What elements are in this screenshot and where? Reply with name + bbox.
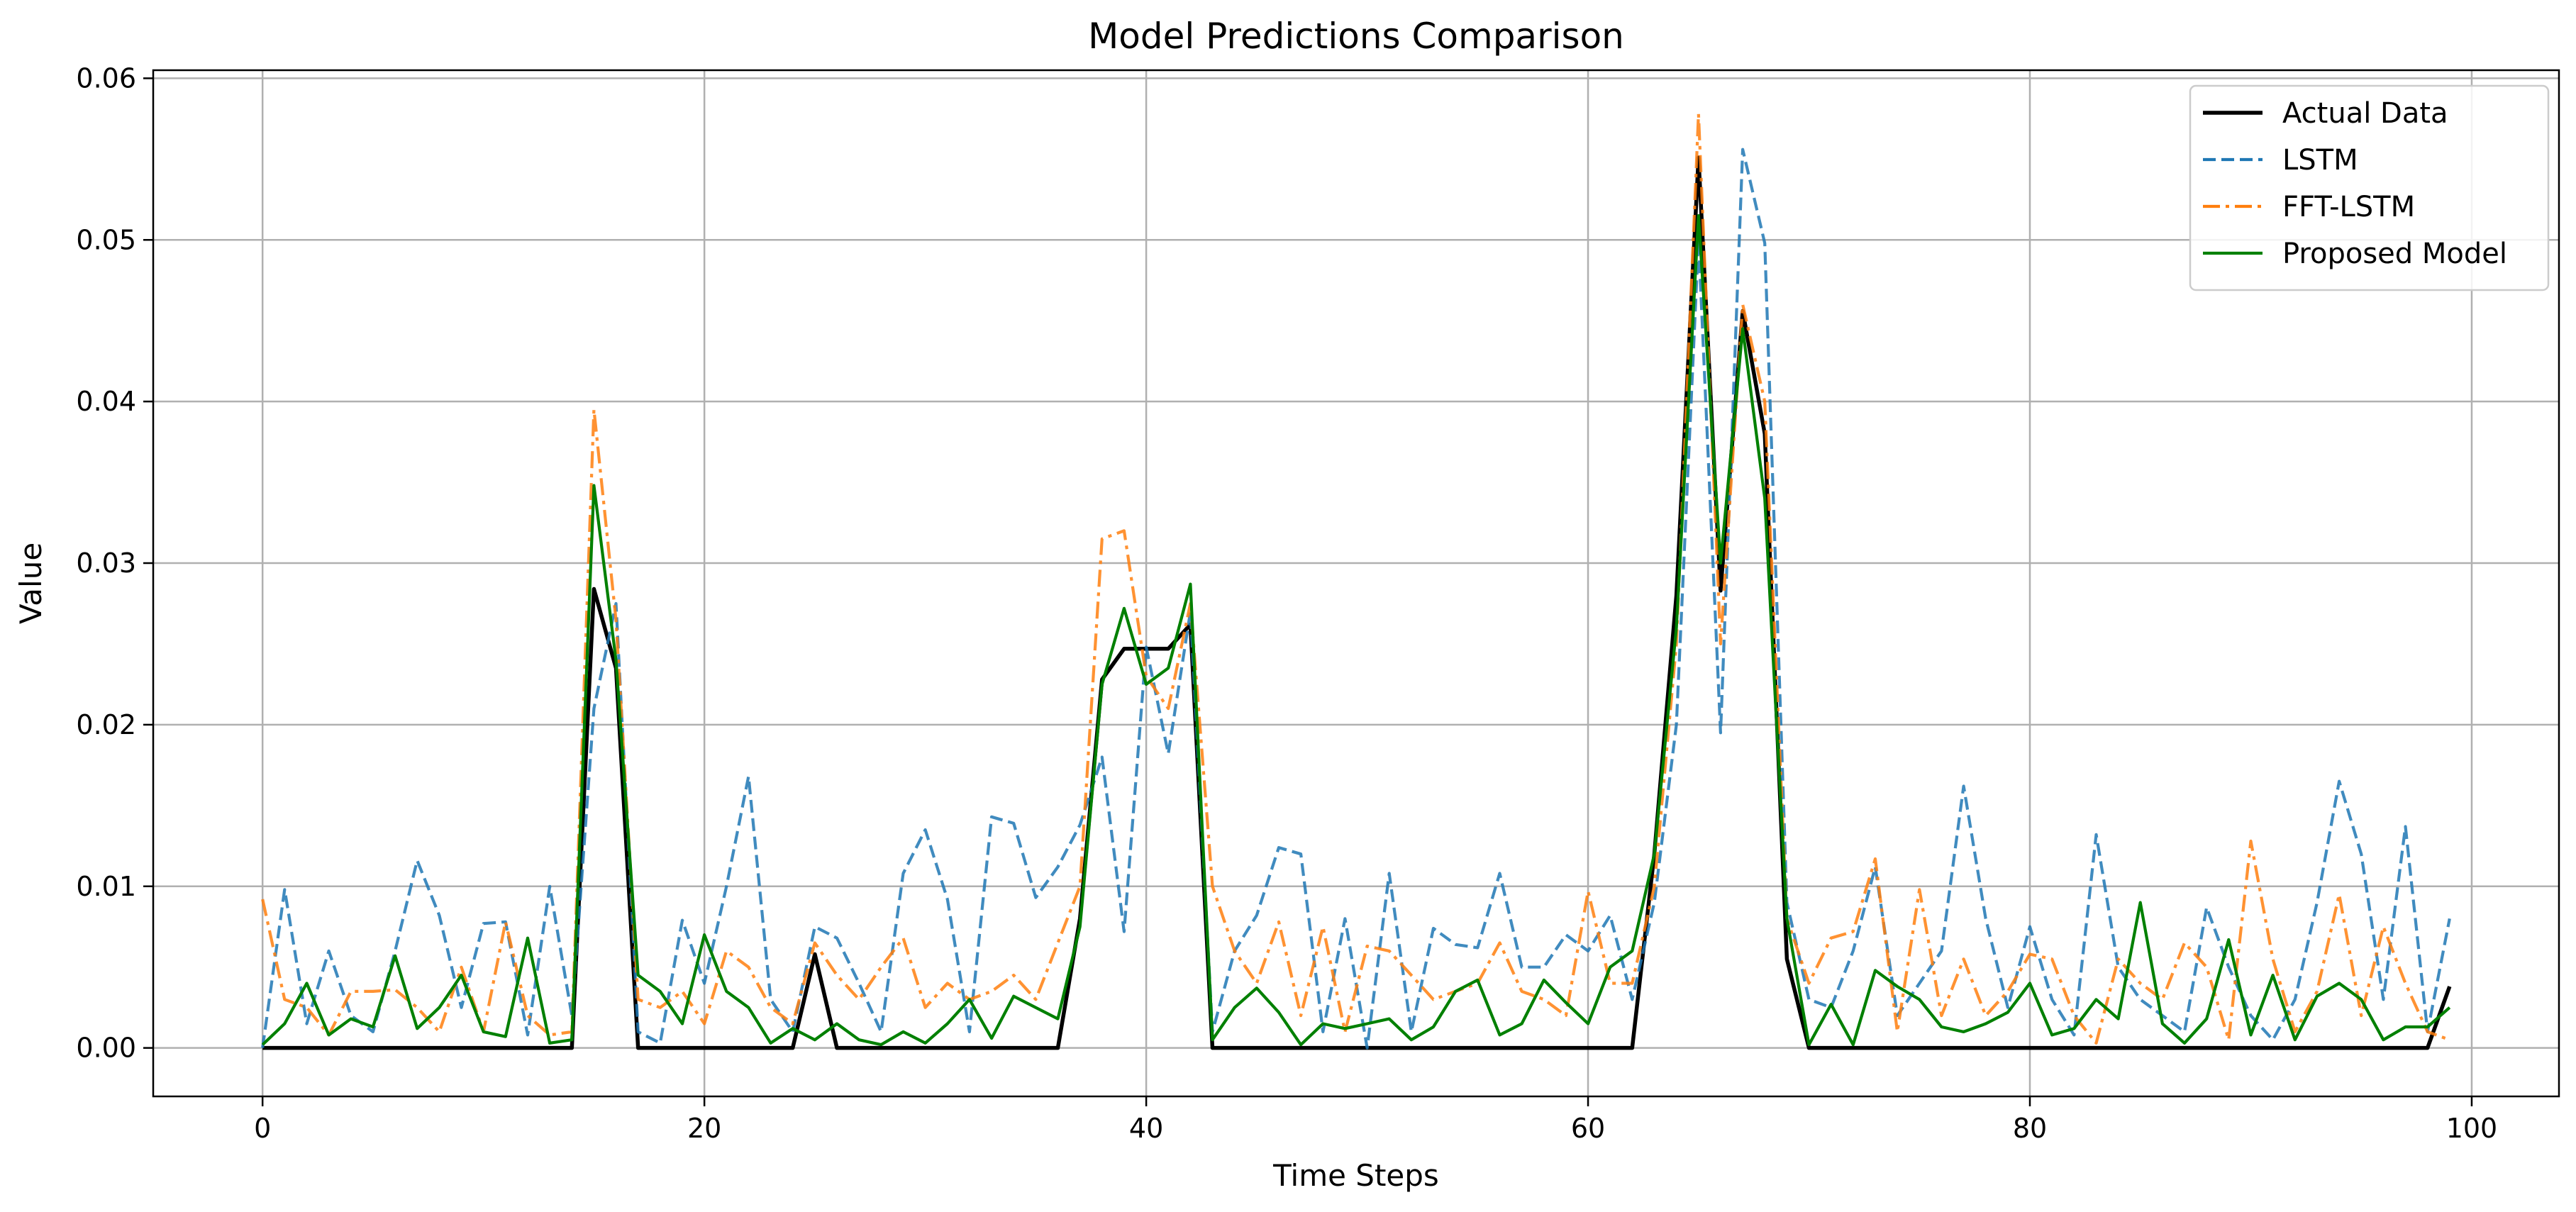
x-tick-label: 80 [2013, 1113, 2047, 1144]
legend-label: Proposed Model [2282, 238, 2507, 270]
x-axis-label: Time Steps [1272, 1158, 1439, 1193]
legend-label: LSTM [2282, 144, 2358, 177]
y-tick-label: 0.06 [76, 62, 136, 94]
tick-layer: 0 20 40 60 80 100 0.00 0.01 0.02 0.03 0.04 0.05 0.06 [76, 62, 2497, 1144]
legend: Actual Data LSTM FFT-LSTM Proposed Model [2189, 84, 2550, 291]
x-tick-label: 40 [1129, 1113, 1163, 1144]
series-line-lstm [261, 148, 2451, 1050]
plot-frame [152, 69, 2560, 1098]
x-tick-label: 20 [687, 1113, 721, 1144]
legend-box [2189, 84, 2550, 291]
x-tick-label: 60 [1571, 1113, 1605, 1144]
y-tick-label: 0.02 [76, 709, 136, 740]
y-tick-label: 0.03 [76, 547, 136, 579]
chart-title: Model Predictions Comparison [1088, 16, 1624, 57]
y-tick-label: 0.04 [76, 386, 136, 417]
series-line-actual-data [262, 155, 2452, 1050]
series-layer [261, 112, 2452, 1050]
x-tick-label: 0 [254, 1113, 271, 1144]
series-line-proposed-model [261, 214, 2451, 1047]
legend-label: Actual Data [2282, 97, 2448, 130]
x-tick-label: 100 [2446, 1113, 2498, 1144]
legend-label: FFT-LSTM [2282, 191, 2415, 223]
y-axis-label: Value [13, 543, 48, 624]
y-tick-label: 0.01 [76, 871, 136, 902]
y-tick-label: 0.00 [76, 1033, 136, 1064]
y-tick-label: 0.05 [76, 224, 136, 255]
